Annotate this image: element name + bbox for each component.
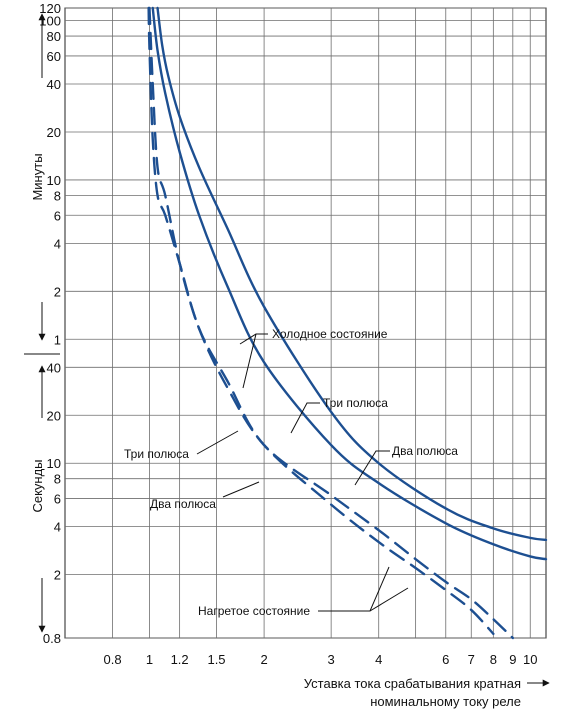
cold-state-curve-three-poles [156,6,548,542]
cold-state-curve-two-poles [151,6,548,561]
y-tick-label-seconds: 10 [47,456,61,471]
curves [147,6,548,640]
x-tick-label: 1.2 [171,652,189,667]
leader-cold-two-poles [354,450,390,486]
x-tick-label: 7 [468,652,475,667]
annotation-warm-two-poles: Два полюса [150,497,216,511]
y-tick-label-minutes: 6 [54,208,61,223]
y-axis-minutes-label: Минуты [30,153,45,200]
y-tick-label-minutes: 80 [47,29,61,44]
y-tick-label-seconds: 6 [54,492,61,507]
y-tick-label-minutes: 8 [54,188,61,203]
y-axis-titles: Минуты Секунды [24,13,60,633]
x-axis-title: Уставка тока срабатывания кратная номина… [304,676,550,709]
annotations: Холодное состояние Три полюса Два полюса… [124,327,458,618]
leader-cold-to-two [239,333,257,345]
annotation-cold-two-poles: Два полюса [392,444,458,458]
x-axis-label-line1: Уставка тока срабатывания кратная [304,676,521,691]
y-tick-label-minutes: 4 [54,236,61,251]
x-tick-label: 0.8 [104,652,122,667]
y-tick-label-minutes: 40 [47,77,61,92]
y-tick-label-seconds: 20 [47,408,61,423]
y-tick-label-minutes: 1 [54,332,61,347]
x-tick-label: 2 [260,652,267,667]
x-tick-label: 9 [509,652,516,667]
x-tick-label: 4 [375,652,382,667]
grid [64,7,547,639]
x-tick-label: 6 [442,652,449,667]
x-tick-label: 1 [146,652,153,667]
warm-state-curve-two-poles [147,6,515,640]
annotation-leaders [196,333,409,612]
y-tick-label-seconds: 8 [54,472,61,487]
x-axis-label-line2: номинальному току реле [370,694,521,709]
warm-state-curve-three-poles [148,6,495,636]
y-tick-label-minutes: 20 [47,125,61,140]
leader-warm-three-poles [196,430,239,455]
y-tick-label-minutes: 60 [47,49,61,64]
annotation-warm-state: Нагретое состояние [198,604,310,618]
plot-frame [64,7,547,639]
y-tick-label-minutes: 120 [39,1,61,16]
y-tick-label-seconds: 40 [47,360,61,375]
annotation-warm-three-poles: Три полюса [124,447,189,461]
x-tick-label: 8 [490,652,497,667]
y-tick-label-seconds: 2 [54,568,61,583]
x-tick-label: 3 [328,652,335,667]
y-tick-label-minutes: 2 [54,284,61,299]
leader-warm-state-b [369,587,409,612]
leader-cold-three-poles [290,402,320,434]
annotation-cold-state: Холодное состояние [272,327,388,341]
y-tick-label-seconds: 4 [54,520,61,535]
leader-warm-two-poles [222,481,260,498]
y-axis-seconds-label: Секунды [30,459,45,512]
x-tick-label: 10 [523,652,537,667]
x-tick-label: 1.5 [207,652,225,667]
y-tick-label-minutes: 10 [47,173,61,188]
annotation-cold-three-poles: Три полюса [323,396,388,410]
tick-labels: 0.8 1 1.2 1.5 2 3 4 6 7 8 9 10124681020406080100120… [39,1,537,667]
y-tick-label-seconds: 0.8 [43,631,61,646]
